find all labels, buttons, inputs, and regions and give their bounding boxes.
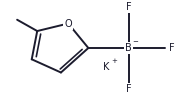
Text: O: O	[64, 19, 72, 29]
Text: B: B	[125, 43, 132, 53]
Text: F: F	[169, 43, 175, 53]
Text: +: +	[111, 58, 117, 64]
Text: K: K	[102, 62, 109, 72]
Text: F: F	[126, 2, 131, 12]
Text: F: F	[126, 84, 131, 94]
Text: −: −	[132, 39, 138, 45]
